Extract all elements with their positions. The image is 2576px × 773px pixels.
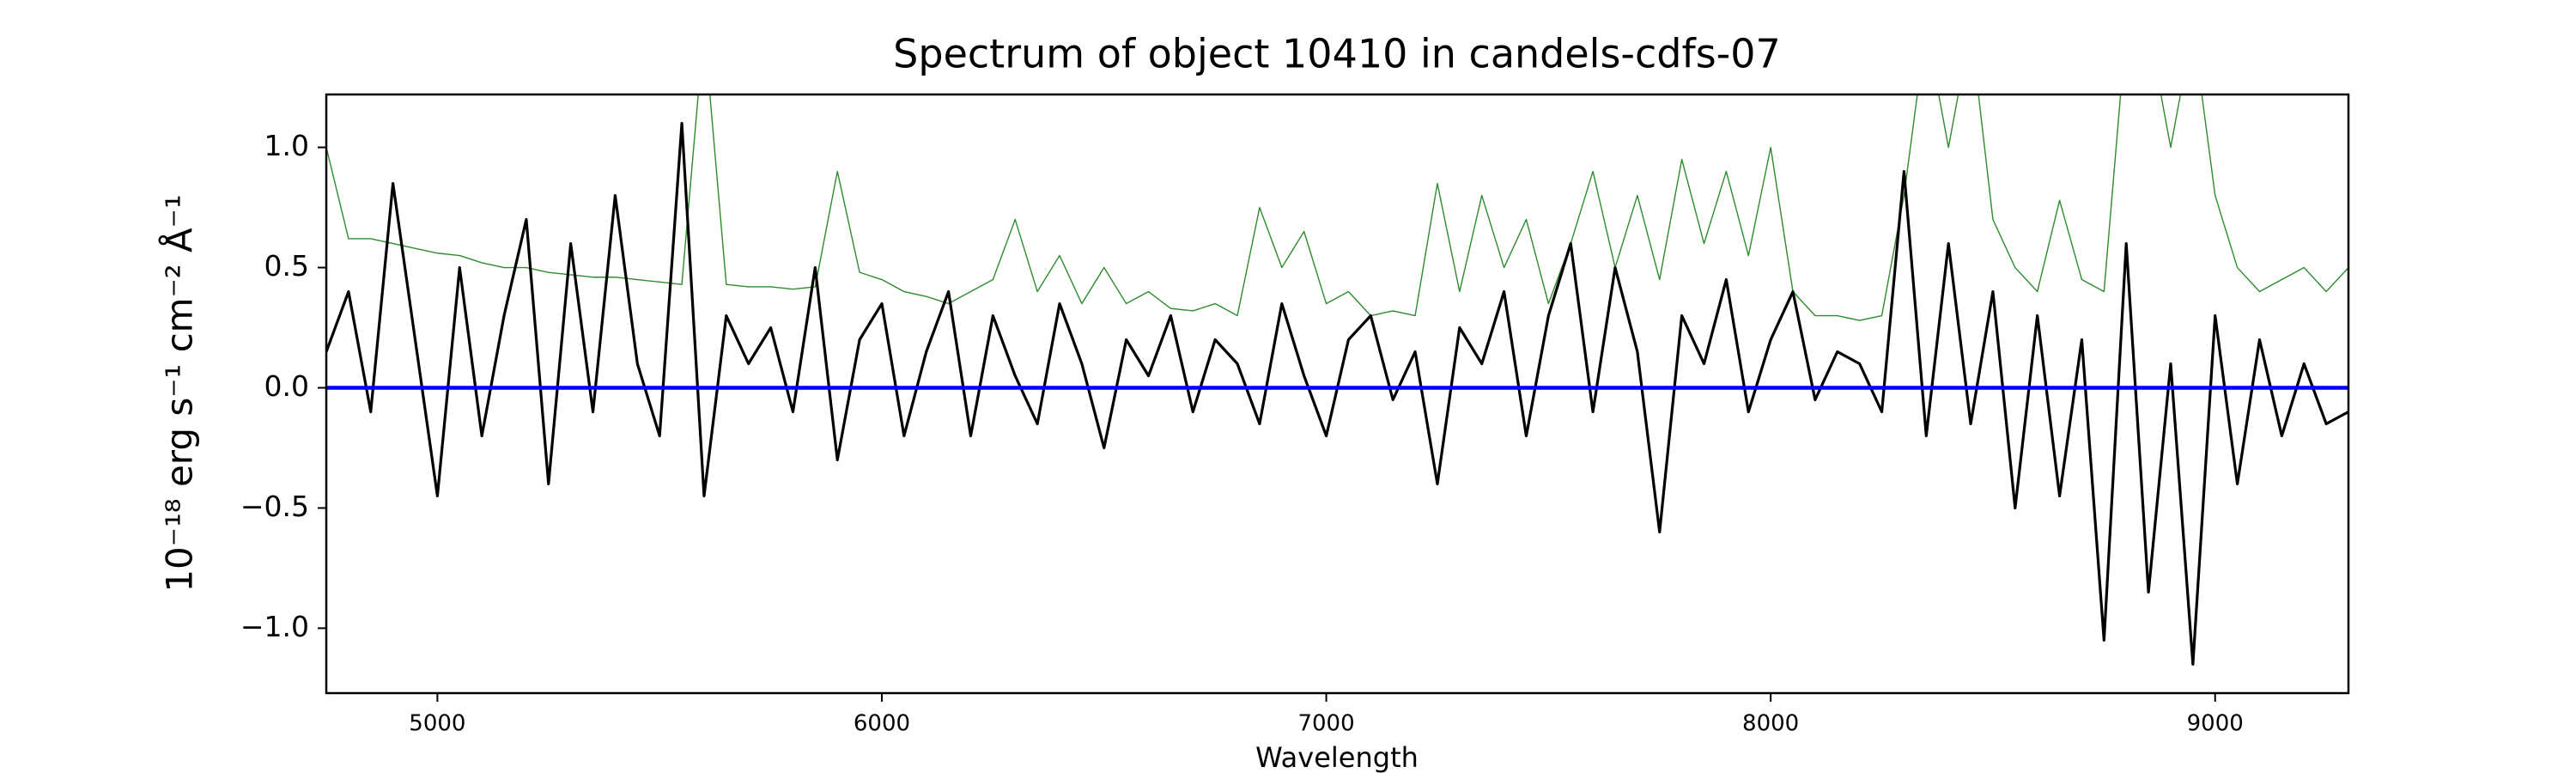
y-tick-label: 0.0	[264, 369, 309, 403]
y-tick-label: −0.5	[240, 490, 309, 523]
y-tick-label: 0.5	[264, 249, 309, 283]
spectrum-line	[326, 121, 2348, 666]
x-tick-label: 5000	[409, 711, 465, 737]
spectrum-line	[326, 94, 2348, 321]
x-tick-label: 7000	[1297, 711, 1354, 737]
y-tick-label: 1.0	[264, 129, 309, 162]
chart-title: Spectrum of object 10410 in candels-cdfs…	[893, 31, 1781, 77]
y-axis-label: 10⁻¹⁸ erg s⁻¹ cm⁻² Å⁻¹	[158, 194, 201, 592]
plot-area	[326, 94, 2348, 666]
y-tick-label: −1.0	[240, 610, 309, 643]
x-tick-label: 6000	[854, 711, 910, 737]
x-tick-label: 8000	[1742, 711, 1799, 737]
x-tick-label: 9000	[2187, 711, 2244, 737]
x-axis-label: Wavelength	[1255, 741, 1419, 773]
plot-frame	[325, 93, 2350, 695]
